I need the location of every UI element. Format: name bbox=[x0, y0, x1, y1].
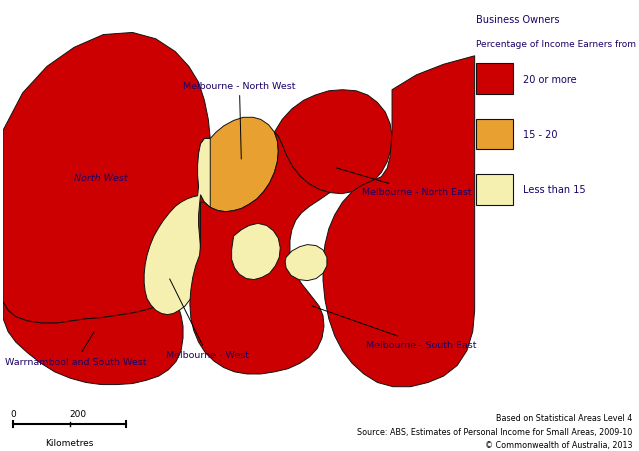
FancyBboxPatch shape bbox=[476, 120, 512, 150]
Polygon shape bbox=[197, 118, 279, 212]
Polygon shape bbox=[285, 245, 327, 281]
FancyBboxPatch shape bbox=[476, 64, 512, 95]
Polygon shape bbox=[323, 57, 475, 387]
Text: Melbourne - South East: Melbourne - South East bbox=[312, 306, 477, 349]
Text: North West: North West bbox=[73, 174, 127, 183]
FancyBboxPatch shape bbox=[476, 175, 512, 205]
Text: Melbourne - North East: Melbourne - North East bbox=[336, 169, 471, 197]
Text: Melbourne - West: Melbourne - West bbox=[166, 279, 249, 359]
Text: Kilometres: Kilometres bbox=[45, 438, 94, 447]
Text: 200: 200 bbox=[70, 409, 87, 418]
Text: Melbourne - North West: Melbourne - North West bbox=[183, 82, 296, 160]
Text: Less than 15: Less than 15 bbox=[523, 185, 585, 195]
Polygon shape bbox=[190, 133, 330, 374]
Text: Percentage of Income Earners from all sources: Percentage of Income Earners from all so… bbox=[476, 40, 639, 49]
Polygon shape bbox=[144, 139, 210, 315]
Text: Business Owners: Business Owners bbox=[476, 15, 560, 25]
Polygon shape bbox=[274, 91, 392, 194]
Polygon shape bbox=[232, 224, 281, 280]
Text: Based on Statistical Areas Level 4
Source: ABS, Estimates of Personal Income for: Based on Statistical Areas Level 4 Sourc… bbox=[357, 414, 633, 449]
Text: Warrnambool and South West: Warrnambool and South West bbox=[5, 332, 147, 366]
Polygon shape bbox=[3, 302, 183, 385]
Text: 20 or more: 20 or more bbox=[523, 74, 576, 84]
Polygon shape bbox=[3, 33, 216, 323]
Text: 0: 0 bbox=[11, 409, 16, 418]
Text: 15 - 20: 15 - 20 bbox=[523, 130, 557, 140]
